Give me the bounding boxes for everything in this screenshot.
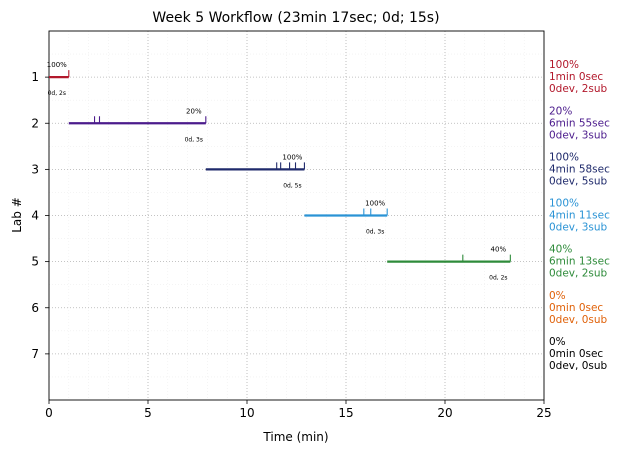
side-summary-line: 0% bbox=[549, 336, 566, 348]
side-summary-line: 0dev, 0sub bbox=[549, 360, 608, 372]
side-summary-line: 6min 55sec bbox=[549, 117, 610, 129]
dev-sub-label: 0d, 5s bbox=[283, 182, 301, 189]
chart-title: Week 5 Workflow (23min 17sec; 0d; 15s) bbox=[152, 10, 439, 26]
side-summary-line: 0dev, 2sub bbox=[549, 83, 608, 95]
side-summary-line: 100% bbox=[549, 198, 579, 210]
percent-label: 100% bbox=[47, 61, 67, 69]
dev-sub-label: 0d, 3s bbox=[366, 229, 384, 236]
y-tick-label: 2 bbox=[31, 116, 39, 130]
x-tick-label: 0 bbox=[45, 406, 53, 420]
y-tick-label: 4 bbox=[31, 209, 39, 223]
side-summary-line: 100% bbox=[549, 151, 579, 163]
x-tick-label: 15 bbox=[338, 406, 353, 420]
y-tick-label: 6 bbox=[31, 301, 39, 315]
side-summary-line: 0% bbox=[549, 290, 566, 302]
percent-label: 20% bbox=[186, 107, 202, 115]
x-tick-label: 5 bbox=[144, 406, 152, 420]
y-tick-label: 1 bbox=[31, 70, 39, 84]
y-tick-label: 7 bbox=[31, 347, 39, 361]
side-summary-line: 20% bbox=[549, 105, 572, 117]
percent-label: 100% bbox=[282, 153, 302, 161]
side-summary-line: 4min 58sec bbox=[549, 163, 610, 175]
dev-sub-label: 0d, 2s bbox=[48, 90, 66, 97]
side-summary-line: 100% bbox=[549, 59, 579, 71]
percent-label: 100% bbox=[365, 200, 385, 208]
dev-sub-label: 0d, 3s bbox=[185, 136, 203, 143]
y-tick-label: 5 bbox=[31, 255, 39, 269]
side-summary-line: 0dev, 3sub bbox=[549, 222, 608, 234]
x-tick-label: 25 bbox=[536, 406, 551, 420]
side-summary-line: 0dev, 2sub bbox=[549, 268, 608, 280]
side-summary-line: 6min 13sec bbox=[549, 256, 610, 268]
side-summary-line: 4min 11sec bbox=[549, 210, 610, 222]
x-tick-label: 10 bbox=[239, 406, 254, 420]
side-summary-line: 40% bbox=[549, 244, 572, 256]
dev-sub-label: 0d, 2s bbox=[489, 275, 507, 282]
y-tick-label: 3 bbox=[31, 162, 39, 176]
side-summary-line: 0dev, 5sub bbox=[549, 175, 608, 187]
y-axis-label: Lab # bbox=[10, 197, 24, 233]
x-axis-label: Time (min) bbox=[262, 430, 328, 444]
percent-label: 40% bbox=[491, 246, 507, 254]
side-summary-line: 1min 0sec bbox=[549, 71, 603, 83]
x-tick-label: 20 bbox=[437, 406, 452, 420]
side-summary-line: 0dev, 3sub bbox=[549, 129, 608, 141]
side-summary-line: 0dev, 0sub bbox=[549, 314, 608, 326]
side-summary-line: 0min 0sec bbox=[549, 348, 603, 360]
side-summary-line: 0min 0sec bbox=[549, 302, 603, 314]
